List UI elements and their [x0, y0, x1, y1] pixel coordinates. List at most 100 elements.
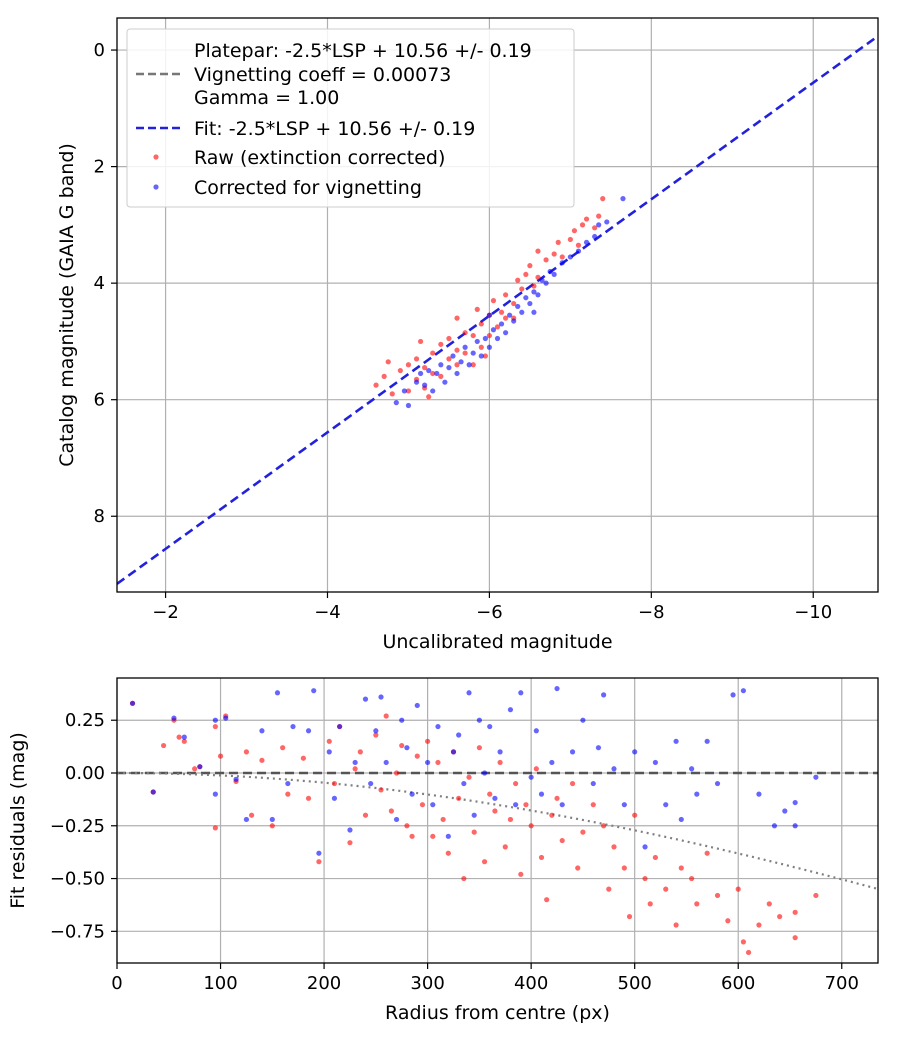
corrected-point [531, 289, 537, 295]
raw-point [549, 812, 555, 818]
raw-point [212, 825, 218, 831]
raw-point [575, 242, 582, 248]
corrected-point [197, 764, 203, 770]
plot-frame [116, 17, 879, 593]
raw-point [399, 742, 405, 749]
corrected-point [481, 770, 488, 776]
raw-point [606, 886, 612, 892]
raw-point [445, 850, 451, 856]
raw-point [478, 344, 484, 350]
reference-lines-layer [116, 771, 879, 891]
legend-label-vignetting: Vignetting coeff = 0.00073 [194, 64, 451, 86]
corrected-point [559, 802, 565, 808]
raw-point [454, 362, 460, 368]
corrected-point [730, 692, 736, 698]
y-tick-label: 0 [94, 40, 105, 61]
raw-point [601, 823, 607, 829]
corrected-point [507, 707, 514, 713]
raw-point [259, 757, 265, 763]
corrected-point [413, 379, 420, 385]
corrected-point [129, 700, 136, 706]
raw-point [430, 350, 436, 356]
corrected-point [507, 312, 513, 318]
plot-frame [116, 677, 879, 964]
corrected-point [417, 370, 424, 377]
raw-point [385, 359, 391, 365]
raw-point [425, 738, 431, 744]
raw-point [285, 791, 291, 797]
raw-point [494, 324, 501, 330]
corrected-point [486, 312, 492, 318]
raw-point [792, 909, 798, 915]
legend-label-gamma: Gamma = 1.00 [194, 87, 339, 109]
raw-point [511, 300, 517, 307]
raw-point [176, 734, 182, 740]
y-axis-label: Fit residuals (mag) [7, 732, 29, 909]
corrected-point [694, 791, 700, 797]
raw-point [580, 829, 586, 835]
corrected-point [792, 823, 798, 829]
corrected-point [373, 728, 379, 734]
raw-point [300, 755, 306, 761]
corrected-point [326, 749, 332, 755]
raw-point [249, 812, 255, 818]
raw-point [503, 292, 509, 298]
corrected-point [575, 248, 582, 254]
corrected-point [663, 802, 669, 808]
raw-point [518, 871, 524, 877]
corrected-point [620, 196, 626, 202]
raw-point [414, 753, 420, 759]
raw-point [454, 315, 460, 321]
corrected-point [535, 292, 541, 298]
raw-point [652, 854, 658, 861]
corrected-point [331, 795, 338, 801]
raw-point [440, 816, 446, 823]
corrected-point [782, 808, 788, 814]
raw-point [405, 388, 412, 394]
raw-point [413, 356, 420, 362]
legend-label-raw: Raw (extinction corrected) [194, 147, 445, 169]
tick-labels: −2 −4 −6 −8 −10 0 2 4 6 8 [94, 40, 833, 623]
corrected-point [212, 717, 218, 723]
x-tick-label: −8 [638, 602, 665, 623]
raw-point [543, 257, 549, 263]
y-tick-label: 4 [94, 273, 105, 294]
x-tick-label: −2 [152, 602, 179, 623]
raw-point [596, 213, 602, 219]
corrected-point [425, 759, 431, 766]
raw-point [217, 753, 224, 759]
raw-point [689, 875, 695, 882]
x-tick-label: −10 [794, 602, 832, 623]
corrected-point [462, 344, 468, 350]
vignetting-curve [116, 771, 879, 891]
corrected-point [393, 816, 400, 823]
raw-point [438, 373, 444, 379]
corrected-point [471, 812, 477, 818]
corrected-point [740, 688, 747, 694]
raw-point [579, 222, 586, 228]
corrected-point [498, 321, 505, 327]
raw-point [430, 833, 436, 839]
raw-point [454, 347, 460, 353]
scatter-points-layer [129, 685, 819, 956]
raw-point [181, 738, 187, 744]
raw-point [417, 338, 424, 345]
corrected-point [554, 685, 560, 692]
raw-point [535, 274, 541, 280]
raw-point [405, 362, 412, 368]
raw-point [515, 277, 521, 283]
raw-point [740, 939, 747, 945]
corrected-point [569, 749, 576, 755]
raw-point [600, 196, 606, 202]
raw-point [357, 749, 363, 755]
corrected-point [438, 362, 444, 368]
corrected-point [450, 749, 457, 755]
corrected-point [642, 844, 648, 850]
raw-point [486, 332, 492, 339]
raw-point [474, 306, 480, 312]
corrected-point [352, 759, 358, 766]
raw-point [745, 949, 752, 956]
raw-point [404, 823, 410, 829]
raw-point [766, 901, 772, 907]
